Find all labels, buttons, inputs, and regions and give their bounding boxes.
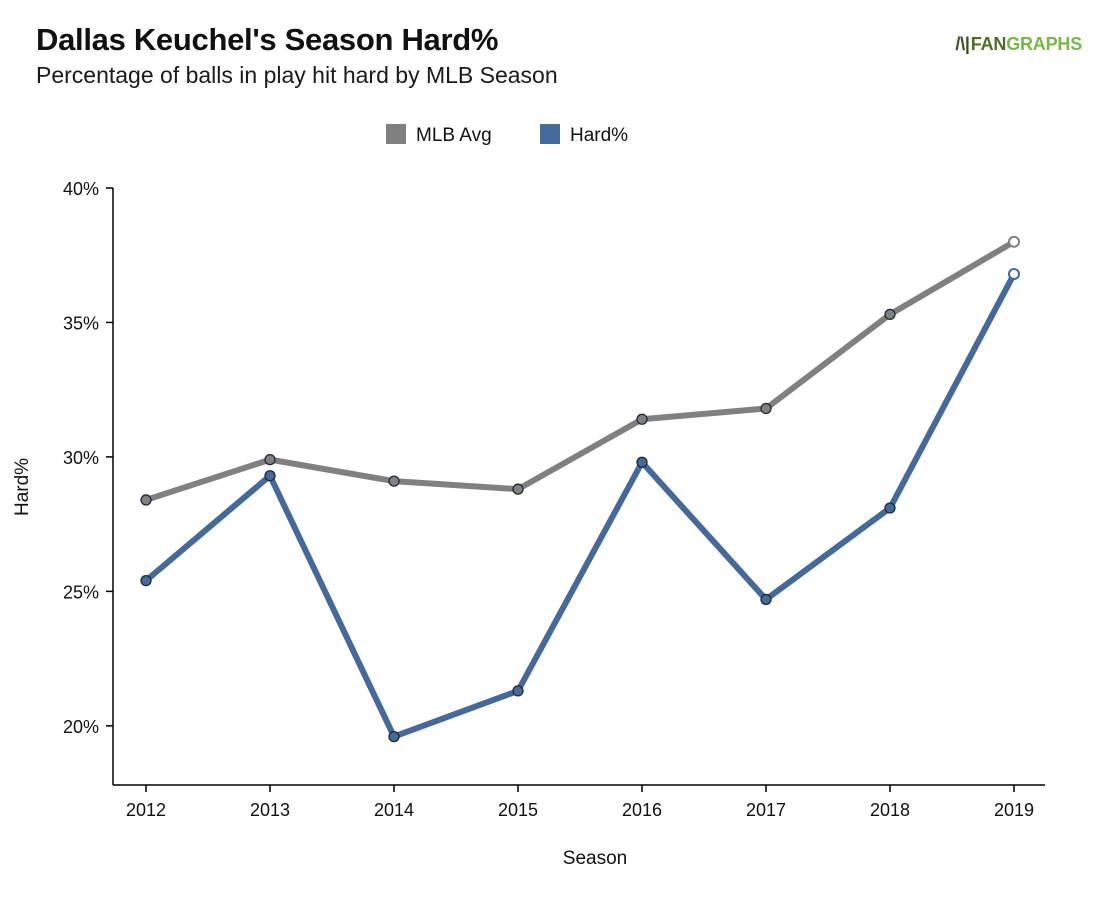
data-point-hard[interactable] (512, 685, 524, 697)
x-tick-label: 2017 (746, 800, 786, 820)
chart-title: Dallas Keuchel's Season Hard% (36, 22, 499, 57)
data-point-mlb-avg[interactable] (760, 402, 772, 415)
x-tick-label: 2013 (250, 800, 290, 820)
logo-fan-text: FAN (970, 34, 1007, 54)
x-tick-label: 2014 (374, 800, 414, 820)
data-point-hard[interactable] (264, 470, 276, 482)
x-tick-label: 2012 (126, 800, 166, 820)
x-axis-title: Season (563, 848, 627, 869)
axes: 20% 25% 30% 35% 40% 2012 2013 2014 2015 2016 2017 2… (12, 179, 1045, 869)
y-tick-label: 35% (63, 313, 99, 333)
series-layer (140, 235, 1020, 743)
y-tick-label: 25% (63, 582, 99, 602)
data-point-mlb-avg[interactable] (140, 494, 152, 506)
series-line-hard (143, 271, 1017, 740)
data-point-mlb-avg[interactable] (512, 483, 524, 495)
x-tick-label: 2019 (994, 800, 1034, 820)
data-point-mlb-avg[interactable] (1008, 235, 1020, 248)
data-point-hard[interactable] (388, 730, 400, 743)
chart-subtitle: Percentage of balls in play hit hard by … (36, 62, 558, 88)
y-tick-label: 30% (63, 448, 99, 468)
legend: MLB Avg Hard% (386, 124, 628, 146)
data-point-hard[interactable] (884, 502, 896, 514)
data-point-mlb-avg[interactable] (884, 308, 896, 321)
data-point-hard[interactable] (1008, 268, 1020, 281)
data-point-mlb-avg[interactable] (388, 475, 400, 487)
legend-label-mlb-avg: MLB Avg (416, 125, 492, 146)
data-point-hard[interactable] (140, 574, 152, 587)
series-line-mlb-avg (143, 238, 1017, 503)
y-tick-label: 20% (63, 717, 99, 737)
y-tick-label: 40% (63, 179, 99, 199)
fangraphs-logo: /\|FANGRAPHS (955, 34, 1082, 55)
data-point-hard[interactable] (760, 593, 772, 606)
fangraphs-mark-icon: /\| (955, 34, 970, 54)
logo-graphs-text: GRAPHS (1006, 34, 1082, 54)
legend-swatch-hard (540, 124, 560, 144)
data-point-hard[interactable] (636, 456, 648, 468)
legend-label-hard: Hard% (570, 125, 628, 146)
legend-swatch-mlb-avg (386, 124, 406, 144)
x-tick-label: 2015 (498, 800, 538, 820)
x-tick-label: 2016 (622, 800, 662, 820)
y-axis-title: Hard% (12, 458, 33, 516)
x-tick-label: 2018 (870, 800, 910, 820)
data-point-mlb-avg[interactable] (264, 453, 276, 466)
data-point-mlb-avg[interactable] (636, 413, 648, 425)
